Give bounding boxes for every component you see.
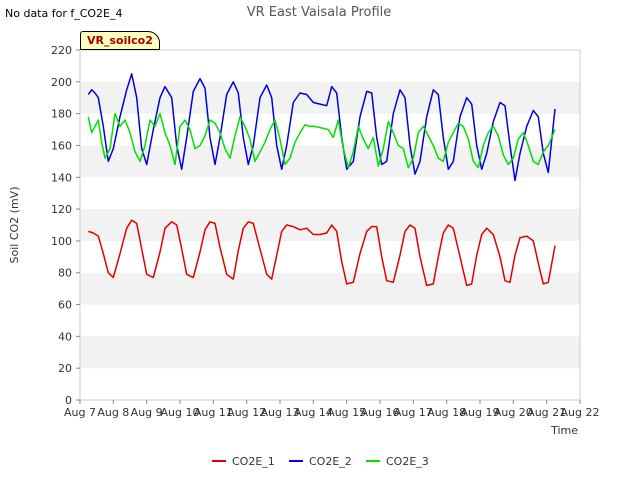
plot-area [79,49,581,401]
series-lines [87,73,556,287]
no-data-notice: No data for f_CO2E_4 [5,7,123,20]
y-tick-label: 80 [58,267,72,280]
x-tick-label: Aug 16 [361,406,400,419]
x-tick-label: Aug 17 [394,406,433,419]
grid-band [80,272,580,305]
grid-bands [80,81,580,369]
grid-band [80,336,580,369]
y-tick-label: 140 [51,171,72,184]
y-tick-label: 0 [65,394,72,407]
y-axis-label: Soil CO2 (mV) [8,187,21,264]
x-tick-label: Aug 22 [561,406,600,419]
x-tick-label: Aug 11 [194,406,233,419]
y-axis: 0 20 40 60 80 100 120 140 160 180 200 220 [51,44,80,407]
x-tick-label: Aug 20 [494,406,533,419]
x-tick-label: Aug 7 [64,406,96,419]
legend-label-CO2E_2: CO2E_2 [309,455,352,468]
grid-band [80,145,580,178]
x-tick-label: Aug 14 [294,406,333,419]
grid-band [80,209,580,241]
x-axis-label: Time [550,424,578,437]
series-line-CO2E_2 [87,73,556,182]
x-tick-label: Aug 13 [261,406,300,419]
legend-label-CO2E_1: CO2E_1 [232,455,275,468]
grid-band [80,81,580,114]
y-tick-label: 40 [58,330,72,343]
chart-title: VR East Vaisala Profile [247,5,392,20]
x-tick-label: Aug 21 [527,406,566,419]
x-tick-label: Aug 8 [97,406,129,419]
x-tick-label: Aug 18 [427,406,466,419]
legend-label-CO2E_3: CO2E_3 [386,455,429,468]
x-tick-label: Aug 15 [327,406,366,419]
y-tick-label: 20 [58,362,72,375]
x-tick-label: Aug 19 [461,406,500,419]
y-tick-label: 100 [51,235,72,248]
y-tick-label: 220 [51,44,72,57]
series-line-CO2E_3 [87,112,556,169]
station-tag: VR_soilco2 [80,31,160,50]
y-tick-label: 160 [51,139,72,152]
y-tick-label: 60 [58,299,72,312]
x-tick-label: Aug 9 [131,406,163,419]
y-tick-label: 180 [51,108,72,121]
y-tick-label: 120 [51,203,72,216]
series-line-CO2E_1 [88,219,556,287]
y-tick-label: 200 [51,76,72,89]
legend: CO2E_1 CO2E_2 CO2E_3 [212,455,429,468]
x-tick-label: Aug 10 [161,406,200,419]
x-tick-label: Aug 12 [227,406,266,419]
